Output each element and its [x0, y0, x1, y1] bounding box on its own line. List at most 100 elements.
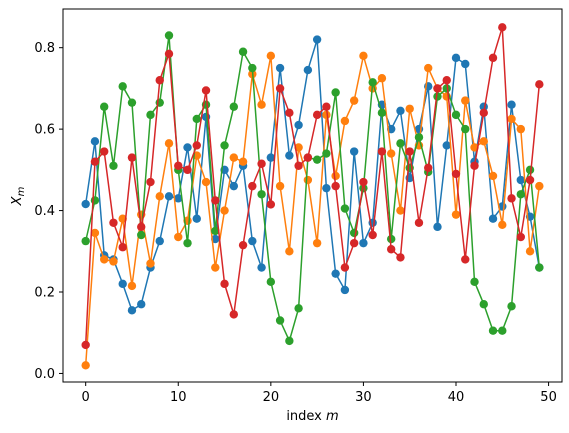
series-3-point — [488, 326, 498, 335]
series-3-point — [248, 63, 257, 73]
series-3-point — [396, 139, 405, 148]
series-4-point — [294, 161, 303, 170]
series-2-point — [238, 157, 248, 166]
series-4-point — [340, 263, 350, 272]
series-1-point — [285, 151, 294, 160]
series-3-point — [322, 149, 331, 158]
series-2-point — [257, 100, 266, 109]
series-4-point — [229, 310, 239, 319]
series-4-point — [488, 53, 498, 63]
series-3-point — [266, 277, 276, 287]
series-2-point — [174, 232, 183, 242]
series-3-point — [498, 326, 507, 335]
series-1-point — [174, 194, 183, 203]
series-1-point — [183, 143, 192, 152]
series-3-point — [368, 78, 377, 87]
series-1-point — [442, 141, 451, 150]
series-4-point — [137, 222, 146, 232]
series-2-point — [451, 210, 461, 219]
series-4-point — [303, 153, 313, 162]
series-2-point — [312, 238, 322, 248]
x-axis-label: index m — [286, 409, 338, 424]
series-1-point — [312, 35, 322, 44]
series-4-point — [451, 169, 461, 179]
series-4-point — [81, 340, 90, 350]
series-3-point — [109, 161, 118, 170]
series-3-point — [192, 114, 201, 124]
x-tick-label: 40 — [448, 390, 465, 405]
series-1-point — [349, 147, 359, 156]
y-tick-label: 0.0 — [34, 367, 55, 382]
series-2-point — [331, 171, 340, 181]
series-3-point — [516, 190, 525, 199]
series-3-point — [386, 234, 396, 244]
series-3-point — [414, 133, 424, 142]
series-3-point — [377, 108, 387, 118]
series-3-point — [211, 226, 220, 236]
series-4-point — [377, 147, 387, 156]
series-4-point — [257, 159, 266, 168]
y-tick-label: 0.8 — [34, 41, 55, 56]
series-4-point — [109, 218, 118, 227]
series-4-point — [498, 23, 507, 32]
series-4-point — [211, 196, 220, 205]
series-3-point — [461, 124, 470, 134]
series-3-point — [349, 228, 359, 238]
series-4-point — [516, 232, 525, 242]
series-1-point — [118, 279, 127, 289]
series-2-point — [164, 139, 174, 148]
series-2-point — [322, 110, 331, 120]
series-2-point — [229, 153, 239, 162]
series-1-point — [248, 236, 257, 246]
series-3-point — [100, 102, 109, 111]
series-1-point — [451, 53, 461, 63]
series-1-point — [164, 192, 174, 201]
series-3-point — [183, 238, 192, 248]
series-1-point — [229, 181, 239, 191]
series-1-point — [294, 120, 303, 130]
series-3-point — [229, 102, 239, 111]
series-2-point — [507, 114, 516, 124]
series-4-point — [192, 141, 201, 150]
series-line-2 — [84, 55, 541, 366]
series-3-point — [137, 230, 146, 240]
series-3-point — [164, 31, 174, 40]
series-4-point — [285, 108, 294, 118]
series-2-point — [498, 220, 507, 230]
series-2-point — [359, 51, 368, 61]
series-4-point — [164, 49, 174, 58]
series-4-point — [238, 240, 248, 250]
series-2-point — [525, 247, 535, 256]
series-3-point — [535, 263, 544, 272]
series-2-point — [266, 51, 276, 61]
series-4-point — [127, 153, 137, 162]
series-4-point — [155, 76, 164, 85]
series-3-point — [275, 316, 285, 325]
series-2-point — [211, 263, 220, 272]
series-2-point — [349, 96, 359, 105]
series-3-point — [479, 300, 488, 309]
series-3-point — [433, 92, 442, 101]
series-4-point — [201, 86, 211, 95]
series-2-point — [340, 116, 350, 126]
series-3-point — [442, 84, 451, 93]
series-1-point — [507, 100, 516, 109]
series-4-point — [183, 165, 192, 175]
x-tick-label: 20 — [263, 390, 280, 405]
series-1-point — [396, 106, 405, 116]
series-3-point — [127, 98, 137, 107]
series-1-point — [192, 214, 201, 223]
series-3-point — [451, 110, 461, 120]
series-2-point — [535, 181, 544, 191]
series-4-point — [118, 243, 127, 252]
y-tick-label: 0.2 — [34, 286, 55, 301]
series-2-point — [405, 104, 414, 113]
series-2-point — [424, 63, 433, 73]
series-1-point — [322, 183, 331, 193]
series-3-point — [285, 336, 294, 346]
series-3-point — [507, 302, 516, 311]
series-1-point — [275, 63, 285, 73]
series-2-point — [220, 206, 229, 215]
series-4-point — [461, 255, 470, 264]
series-2-point — [479, 137, 488, 146]
